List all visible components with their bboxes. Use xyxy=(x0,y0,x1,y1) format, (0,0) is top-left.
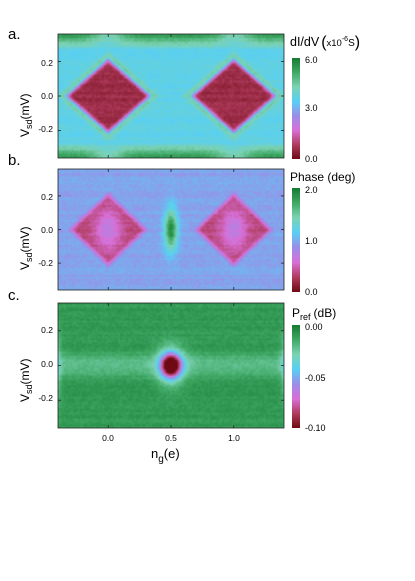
panel-b-ytick-2: -0.2 xyxy=(38,258,53,268)
panel-c-ytick-2: -0.2 xyxy=(38,393,53,403)
panel-c-cb-title: Pref (dB) xyxy=(292,306,336,322)
panel-c-ylabel: Vsd(mV) xyxy=(18,358,34,402)
panel-b-cb-tick-1: 1.0 xyxy=(305,236,318,246)
panel-b-colorbar xyxy=(292,188,300,292)
panel-b: b. 0.2 0.0 -0.2 Vsd(mV) 2.0 1.0 0.0 Phas… xyxy=(8,152,355,297)
panel-a-heatmap-image xyxy=(58,34,284,158)
panel-c-xtick-2: 1.0 xyxy=(228,433,240,443)
panel-b-heatmap-image xyxy=(58,169,284,290)
panel-c-ticks xyxy=(58,303,284,428)
panel-c-heatmap xyxy=(58,303,284,428)
panel-c-cb-tick-1: -0.05 xyxy=(305,373,326,383)
panel-a-ytick-0: 0.2 xyxy=(41,58,53,68)
panel-c-colorbar xyxy=(292,325,300,428)
panel-b-cb-tick-0: 2.0 xyxy=(305,185,318,195)
panel-a-cb-tick-0: 6.0 xyxy=(305,55,318,65)
panel-b-ytick-0: 0.2 xyxy=(41,192,53,202)
panel-a-ytick-1: 0.0 xyxy=(41,91,53,101)
panel-c-xlabel: ng(e) xyxy=(151,446,180,465)
panel-c-label: c. xyxy=(8,287,20,304)
panel-b-ylabel: Vsd(mV) xyxy=(18,226,34,270)
panel-c-ytick-0: 0.2 xyxy=(41,325,53,335)
panel-b-ticks xyxy=(58,169,284,290)
panel-a: a. 0.0 0.5 1.0 0.2 0.0 -0.2 Vsd(mV) 6.0 … xyxy=(8,26,360,183)
panel-c-heatmap-image xyxy=(58,303,284,428)
panel-a-ticks xyxy=(58,34,284,158)
panel-a-cb-tick-2: 0.0 xyxy=(305,154,318,164)
panel-c-xtick-0: 0.0 xyxy=(102,433,114,443)
panel-c-xtick-1: 0.5 xyxy=(165,433,177,443)
panel-a-heatmap xyxy=(58,34,284,158)
panel-a-cb-tick-1: 3.0 xyxy=(305,103,318,113)
panel-b-ytick-1: 0.0 xyxy=(41,225,53,235)
panel-b-cb-title: Phase (deg) xyxy=(290,170,355,184)
panel-c-cb-tick-2: -0.10 xyxy=(305,423,326,433)
panel-a-ylabel: Vsd(mV) xyxy=(18,93,34,137)
panel-b-label: b. xyxy=(8,152,21,169)
panel-c: c. 0.2 0.0 -0.2 0.0 0.5 1.0 Vsd(mV) ng(e… xyxy=(8,287,336,465)
panel-a-colorbar xyxy=(292,58,300,159)
panel-a-label: a. xyxy=(8,26,21,43)
panel-b-cb-tick-2: 0.0 xyxy=(305,287,318,297)
panel-c-cb-tick-0: 0.00 xyxy=(305,322,323,332)
panel-a-cb-title: dI/dV (x10-6S) xyxy=(290,34,360,51)
panel-c-ytick-1: 0.0 xyxy=(41,359,53,369)
panel-b-heatmap xyxy=(58,169,284,290)
panel-a-ytick-2: -0.2 xyxy=(38,124,53,134)
